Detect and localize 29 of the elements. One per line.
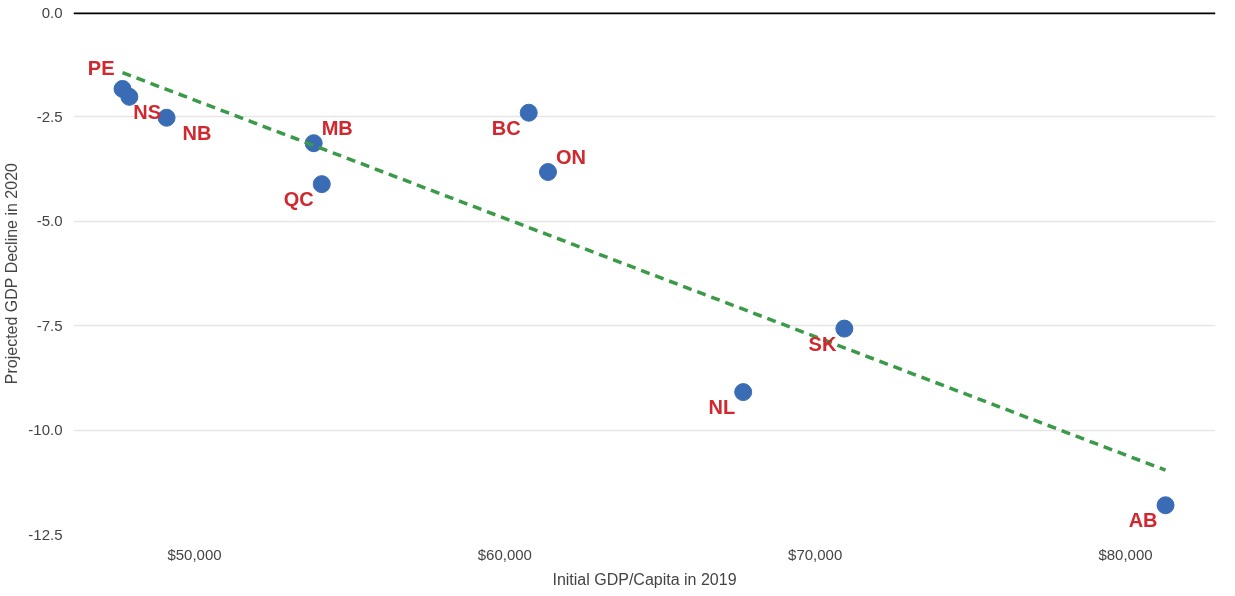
y-tick-label: -10.0 <box>28 421 63 439</box>
y-tick-label: -5.0 <box>36 212 63 230</box>
annotation: NB <box>182 121 212 144</box>
point <box>835 319 854 338</box>
annotation: QC <box>283 188 314 211</box>
annotation: SK <box>808 332 837 355</box>
annotation: NS <box>133 100 162 123</box>
y-axis-title: Projected GDP Decline in 2020 <box>3 162 21 385</box>
x-tick-label: $60,000 <box>477 545 532 563</box>
y-tick-label: -12.5 <box>28 525 63 543</box>
x-tick-label: $70,000 <box>788 545 843 563</box>
point <box>120 87 139 106</box>
y-tick-label: -7.5 <box>36 316 63 334</box>
annotation: NL <box>708 396 736 419</box>
annotation: BC <box>491 116 521 139</box>
point <box>1156 496 1175 515</box>
x-axis-title: Initial GDP/Capita in 2019 <box>552 570 737 588</box>
y-tick-label: -2.5 <box>36 107 63 125</box>
annotation: MB <box>321 117 353 140</box>
point <box>734 383 753 402</box>
y-tick-label: 0.0 <box>41 3 63 21</box>
x-tick-label: $50,000 <box>167 545 222 563</box>
point <box>312 175 331 194</box>
point <box>538 163 557 182</box>
x-tick-label: $80,000 <box>1098 545 1153 563</box>
point <box>519 103 538 122</box>
annotation: AB <box>1128 509 1158 532</box>
annotation: ON <box>555 146 586 169</box>
annotation: PE <box>87 56 115 79</box>
